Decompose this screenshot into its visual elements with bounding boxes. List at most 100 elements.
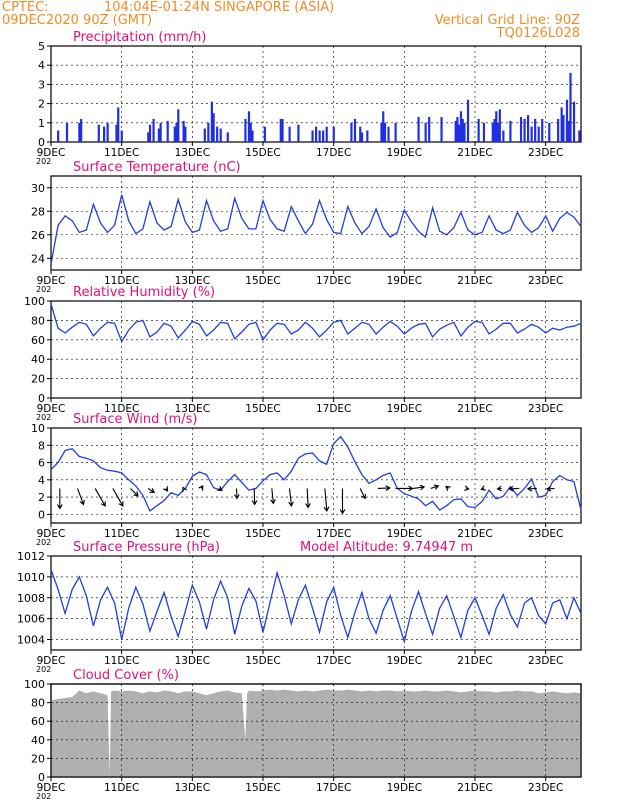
- precip-bar: [461, 118, 464, 142]
- panel-3-xtick-label: 19DEC: [387, 403, 422, 415]
- panel-1-ytick-label: 1: [38, 117, 45, 130]
- precip-bar: [65, 122, 69, 142]
- precip-bar: [175, 122, 178, 142]
- precip-bar: [350, 122, 353, 142]
- panel-2-ytick-label: 24: [31, 252, 45, 265]
- panel-1-ytick-label: 2: [38, 98, 45, 111]
- precip-bar: [498, 109, 501, 142]
- precip-bar: [383, 122, 387, 142]
- precip-bar: [417, 117, 420, 142]
- precip-bar: [147, 132, 150, 142]
- panel-1-xtick-label: 23DEC: [528, 147, 563, 159]
- wind-arrow: [182, 486, 188, 493]
- header-code: TQ0126L028: [496, 26, 580, 41]
- precip-bar: [387, 126, 390, 142]
- panel-3-year-label: 202: [36, 413, 51, 422]
- panel-1-ytick-label: 5: [38, 40, 45, 53]
- precip-bar: [219, 128, 222, 142]
- panel-4-ytick-label: 8: [38, 439, 45, 452]
- panel-4-ytick-label: 2: [38, 491, 45, 504]
- panel-2-xtick-label: 9DEC: [37, 275, 66, 287]
- panel-5-ytick-label: 1010: [17, 571, 45, 584]
- precip-bar: [80, 118, 83, 142]
- panel-1-xtick-label: 9DEC: [37, 147, 66, 159]
- panel-4-frame: [50, 427, 582, 524]
- precip-bar: [182, 120, 185, 142]
- wind-arrow: [270, 488, 276, 505]
- panel-5-xtick-label: 9DEC: [37, 655, 66, 667]
- precip-bar: [569, 72, 572, 142]
- panel-4-xtick-label: 15DEC: [245, 528, 280, 540]
- precip-bar: [541, 118, 544, 142]
- wind-arrow: [526, 485, 537, 492]
- cloud-cover-area: [51, 689, 581, 777]
- header-institution: CPTEC:: [2, 0, 49, 15]
- panel-2-xtick-label: 15DEC: [245, 275, 280, 287]
- panel-5-xtick-label: 23DEC: [528, 655, 563, 667]
- precip-bar: [459, 111, 463, 142]
- panel-1-xtick-label: 15DEC: [245, 147, 280, 159]
- precip-bar: [578, 130, 581, 142]
- wind-arrow: [545, 485, 555, 492]
- wind-arrow: [508, 485, 520, 492]
- precip-bar: [249, 122, 252, 142]
- wind-arrow: [339, 488, 346, 515]
- precip-bar: [440, 117, 443, 142]
- precip-bar: [463, 122, 466, 142]
- wind-arrow: [112, 488, 124, 507]
- panel-1-ytick-label: 4: [38, 59, 45, 72]
- panel-5-series-line: [50, 569, 582, 645]
- precip-bar: [203, 128, 206, 142]
- precip-bar: [530, 126, 533, 142]
- panel-2-xtick-label: 11DEC: [104, 275, 139, 287]
- wind-arrow: [305, 488, 311, 509]
- panel-5-ytick-label: 1006: [17, 613, 45, 626]
- panel-6-xtick-label: 11DEC: [104, 782, 139, 794]
- panel-6-title: Cloud Cover (%): [73, 668, 179, 683]
- wind-arrow: [288, 488, 294, 508]
- panel-4-xtick-label: 9DEC: [37, 528, 66, 540]
- precip-bar: [523, 118, 526, 142]
- panel-3-ytick-label: 40: [31, 353, 45, 366]
- panel-3-title: Relative Humidity (%): [73, 285, 215, 300]
- panel-5-xtick-label: 19DEC: [387, 655, 422, 667]
- wind-arrow: [323, 488, 330, 513]
- panel-4-year-label: 202: [36, 538, 51, 547]
- precip-bar: [477, 118, 480, 142]
- precip-bar: [466, 99, 470, 142]
- panel-2-xtick-label: 19DEC: [387, 275, 422, 287]
- wind-arrow: [413, 484, 426, 491]
- panel-3-series-line: [50, 303, 582, 344]
- precip-bar: [519, 117, 523, 142]
- panel-4-ytick-label: 4: [38, 474, 45, 487]
- precip-bar: [560, 107, 563, 142]
- wind-arrow: [251, 488, 258, 506]
- precip-bar: [115, 124, 118, 142]
- precip-bar: [496, 122, 500, 142]
- panel-1-xtick-label: 21DEC: [457, 147, 492, 159]
- precip-bar: [97, 124, 100, 142]
- panel-6-year-label: 202: [36, 792, 51, 800]
- precip-bar: [322, 130, 325, 142]
- panel-4-xtick-label: 13DEC: [175, 528, 210, 540]
- precip-bar: [244, 118, 247, 142]
- wind-arrow: [56, 488, 63, 510]
- panel-6-xtick-label: 23DEC: [528, 782, 563, 794]
- panel-6-xtick-label: 19DEC: [387, 782, 422, 794]
- panel-2-ytick-label: 26: [31, 229, 45, 242]
- precip-bar: [184, 126, 187, 142]
- panel-2-frame: [50, 175, 582, 271]
- precip-bar: [157, 128, 160, 142]
- panel-4-ytick-label: 0: [38, 508, 45, 521]
- precip-bar: [537, 126, 540, 142]
- panel-3-xtick-label: 15DEC: [245, 403, 280, 415]
- panel-5-ytick-label: 1012: [17, 550, 45, 563]
- panel-3-xtick-label: 21DEC: [457, 403, 492, 415]
- panel-5-title: Surface Pressure (hPa): [73, 540, 220, 555]
- panel-1-xtick-label: 11DEC: [104, 147, 139, 159]
- panel-5-xtick-label: 21DEC: [457, 655, 492, 667]
- precip-bar: [297, 124, 300, 142]
- precip-bar: [493, 118, 496, 142]
- precip-bar: [103, 126, 106, 142]
- panel-3-frame: [50, 300, 582, 399]
